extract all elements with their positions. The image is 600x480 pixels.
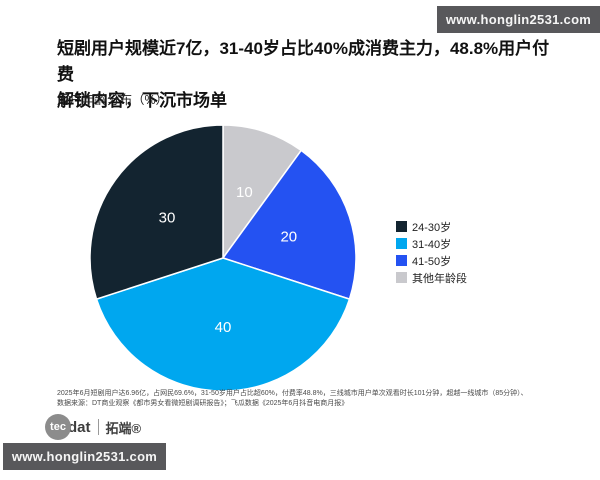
watermark-url-top: www.honglin2531.com — [445, 12, 592, 27]
pie-slice-value-label: 40 — [215, 319, 232, 336]
watermark-banner-top: www.honglin2531.com — [437, 6, 600, 33]
footnote-line-2: 数据来源：DT商业观察《都市男女看微短剧调研报告》；飞瓜数据《2025年6月抖音… — [57, 400, 349, 407]
legend-swatch-icon — [396, 272, 407, 283]
legend-swatch-icon — [396, 221, 407, 232]
pie-slice-41-50岁 — [222, 149, 357, 300]
watermark-banner-bottom: www.honglin2531.com — [3, 443, 166, 470]
logo-divider — [97, 419, 99, 435]
pie-chart-area: 10 20 40 30 — [85, 120, 365, 400]
pie-slice-value-label: 30 — [159, 209, 176, 226]
pie-slice-value-label: 10 — [236, 184, 253, 201]
pie-slice-value-label: 20 — [280, 229, 297, 246]
page-title: 短剧用户规模近7亿，31-40岁占比40%成消费主力，48.8%用户付费 解锁内… — [57, 36, 562, 114]
chart-subtitle: 用户年龄分布（%） — [57, 93, 169, 107]
pie-slice-31-40岁 — [95, 257, 351, 392]
title-line-1: 短剧用户规模近7亿，31-40岁占比40%成消费主力，48.8%用户付费 — [57, 39, 550, 84]
tecdat-logo-circle-icon: tec — [45, 414, 71, 440]
legend-item-24-30: 24-30岁 — [396, 220, 467, 234]
tecdat-logo: tec dat 拓端® — [45, 414, 141, 440]
footnote: 2025年6月短剧用户达6.96亿，占网民69.6%，31-50岁用户占比超60… — [57, 389, 582, 409]
legend-item-31-40: 31-40岁 — [396, 237, 467, 251]
tecdat-logo-text: dat — [68, 418, 91, 436]
legend-label: 31-40岁 — [412, 238, 452, 251]
watermark-url-bottom: www.honglin2531.com — [11, 449, 158, 464]
legend-label: 41-50岁 — [412, 255, 452, 268]
pie-slice-其他年龄段 — [222, 124, 302, 259]
legend-item-other: 其他年龄段 — [396, 271, 467, 285]
pie-slice-24-30岁 — [89, 124, 224, 300]
pie-chart: 10 20 40 30 — [89, 124, 357, 392]
legend-swatch-icon — [396, 255, 407, 266]
title-line-2: 解锁内容，下沉市场单 — [57, 91, 227, 110]
legend-item-41-50: 41-50岁 — [396, 254, 467, 268]
chart-legend: 24-30岁 31-40岁 41-50岁 其他年龄段 — [396, 220, 467, 285]
legend-label: 24-30岁 — [412, 221, 452, 234]
tecdat-brand-name: 拓端® — [105, 420, 142, 436]
legend-swatch-icon — [396, 238, 407, 249]
legend-label: 其他年龄段 — [412, 272, 467, 285]
footnote-line-1: 2025年6月短剧用户达6.96亿，占网民69.6%，31-50岁用户占比超60… — [57, 390, 528, 397]
